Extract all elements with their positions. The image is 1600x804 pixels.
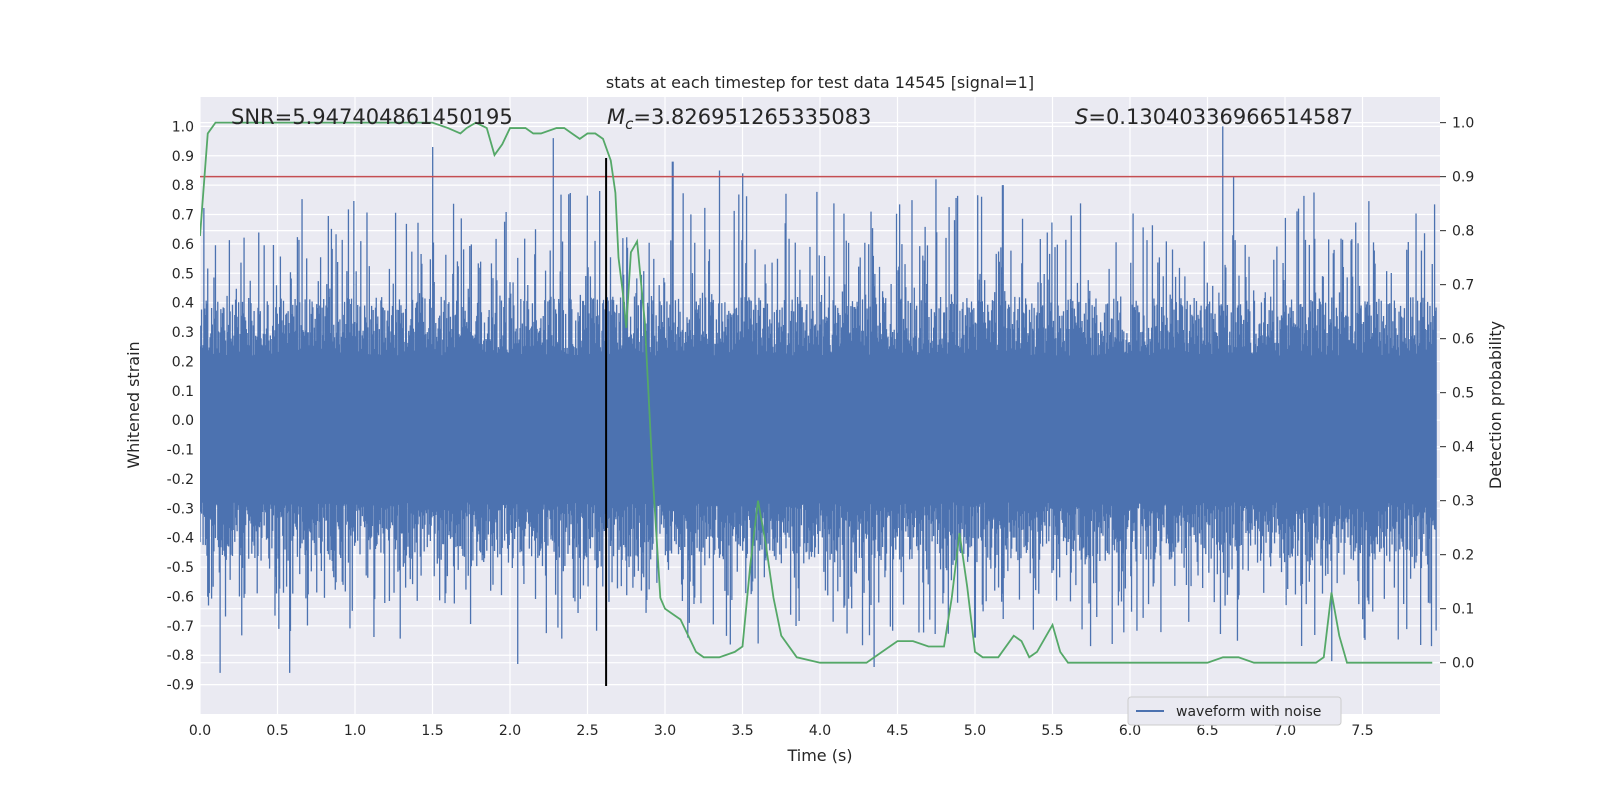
legend-label-waveform: waveform with noise — [1176, 704, 1321, 720]
waveform-trace — [200, 126, 1437, 673]
x-tick-label: 4.0 — [809, 723, 831, 739]
left-y-tick-label: 1.0 — [172, 119, 194, 135]
x-tick-label: 1.5 — [421, 723, 443, 739]
right-y-axis-ticks: 1.0 0.9 0.8 0.7 0.6 0.5 0.4 0.3 0.2 0.1 0.0 — [1440, 116, 1474, 672]
left-y-tick-label: 0.8 — [172, 178, 194, 194]
x-axis-label: Time (s) — [786, 746, 852, 765]
left-y-tick-label: -0.9 — [167, 678, 194, 694]
right-y-tick-label: 0.0 — [1452, 656, 1474, 672]
left-y-tick-label: -0.4 — [167, 531, 194, 547]
x-tick-label: 3.0 — [654, 723, 676, 739]
left-y-tick-label: 0.0 — [172, 413, 194, 429]
right-y-tick-label: 0.9 — [1452, 170, 1474, 186]
left-y-tick-label: 0.5 — [172, 266, 194, 282]
x-tick-label: 5.5 — [1041, 723, 1063, 739]
waveform-series — [200, 126, 1437, 673]
left-y-tick-label: -0.5 — [167, 560, 194, 576]
left-y-tick-label: -0.3 — [167, 501, 194, 517]
legend-box — [1127, 696, 1342, 726]
left-y-tick-label: -0.7 — [167, 619, 194, 635]
chirp-mass-annotation: Mc=3.826951265335083 — [607, 105, 871, 133]
x-tick-label: 2.0 — [499, 723, 521, 739]
x-tick-label: 7.5 — [1351, 723, 1373, 739]
right-y-axis-label: Detection probability — [1486, 321, 1505, 489]
left-y-tick-label: 0.9 — [172, 149, 194, 165]
snr-annotation: SNR=5.947404861450195 — [231, 105, 513, 129]
left-y-tick-label: -0.2 — [167, 472, 194, 488]
x-tick-label: 7.0 — [1274, 723, 1296, 739]
probability-series — [200, 121, 1433, 664]
right-y-tick-label: 0.4 — [1452, 440, 1474, 456]
right-y-tick-label: 0.7 — [1452, 278, 1474, 294]
right-y-tick-label: 0.5 — [1452, 386, 1474, 402]
right-y-tick-label: 0.1 — [1452, 602, 1474, 618]
right-y-tick-label: 1.0 — [1452, 116, 1474, 132]
x-tick-label: 3.5 — [731, 723, 753, 739]
left-y-tick-label: 0.2 — [172, 354, 194, 370]
chart-title: stats at each timestep for test data 145… — [606, 73, 1034, 92]
left-y-tick-label: -0.8 — [167, 648, 194, 664]
right-y-tick-label: 0.8 — [1452, 224, 1474, 240]
left-y-tick-label: 0.7 — [172, 208, 194, 224]
x-axis-ticks: 0.0 0.5 1.0 1.5 2.0 2.5 3.0 3.5 4.0 4.5 5.0 5.5 6.0 6… — [189, 723, 1374, 739]
x-tick-label: 2.5 — [576, 723, 598, 739]
right-y-tick-label: 0.6 — [1452, 332, 1474, 348]
left-y-tick-label: 0.6 — [172, 237, 194, 253]
x-tick-label: 6.0 — [1119, 723, 1141, 739]
right-y-tick-label: 0.3 — [1452, 494, 1474, 510]
left-y-tick-label: 0.3 — [172, 325, 194, 341]
left-y-tick-label: 0.1 — [172, 384, 194, 400]
right-y-tick-label: 0.2 — [1452, 548, 1474, 564]
s-annotation: S=0.13040336966514587 — [1075, 105, 1353, 129]
legend: waveform with noise — [1127, 696, 1342, 726]
left-y-axis-label: Whitened strain — [124, 341, 143, 468]
x-tick-label: 0.0 — [189, 723, 211, 739]
x-tick-label: 0.5 — [266, 723, 288, 739]
x-tick-label: 5.0 — [964, 723, 986, 739]
left-y-axis-ticks: 1.0 0.9 0.8 0.7 0.6 0.5 0.4 0.3 0.2 0.1 0.0 -0.1 -0.… — [167, 119, 194, 693]
x-tick-label: 6.5 — [1196, 723, 1218, 739]
left-y-tick-label: -0.1 — [167, 443, 194, 459]
left-y-tick-label: 0.4 — [172, 296, 194, 312]
x-tick-label: 1.0 — [344, 723, 366, 739]
x-tick-label: 4.5 — [886, 723, 908, 739]
left-y-tick-label: -0.6 — [167, 589, 194, 605]
